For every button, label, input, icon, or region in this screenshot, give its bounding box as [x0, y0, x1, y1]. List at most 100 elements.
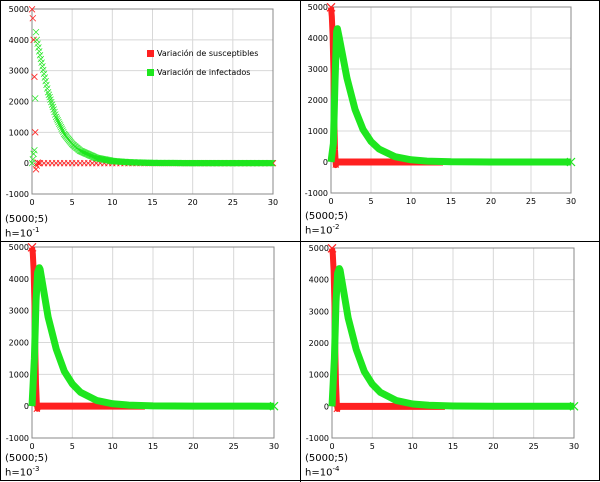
infectados-marker: [46, 93, 53, 101]
y-tick-label: 0: [324, 402, 329, 411]
infectados-marker: [42, 77, 49, 85]
chart-panel-h2: -1000 0 1000 2000 3000 4000 5000 0 5 10 15 20 25 30 (…: [301, 1, 600, 241]
infectados-marker: [56, 122, 64, 129]
legend-label: Variación de susceptibles: [157, 48, 258, 58]
y-tick-label: 4000: [9, 36, 29, 45]
x-tick-label: 0: [29, 442, 34, 451]
y-tick-label: 0: [323, 158, 328, 167]
infectados-marker: [34, 40, 41, 47]
infectados-marker: [35, 48, 43, 55]
x-tick-label: 5: [370, 442, 375, 451]
infectados-marker: [35, 44, 42, 51]
caption-h3: (5000;5) h=10-3: [5, 453, 48, 478]
infectados-series: [327, 25, 571, 166]
y-tick-label: 2000: [9, 339, 29, 348]
panel-divider-horizontal: [1, 241, 600, 242]
susceptibles-marker: [35, 159, 42, 167]
susceptibles-marker: [31, 129, 39, 136]
caption-point: (5000;5): [305, 211, 348, 222]
infectados-marker: [51, 108, 58, 116]
infectados-marker: [39, 63, 46, 70]
susceptibles-marker: [31, 73, 38, 81]
infectados-marker: [31, 146, 38, 154]
y-tick-label: -1000: [305, 189, 328, 198]
infectados-marker: [55, 118, 62, 126]
susceptibles-marker: [27, 242, 37, 252]
x-tick-label: 30: [569, 442, 579, 451]
x-tick-label: 20: [188, 442, 198, 451]
x-tick-label: 5: [70, 442, 75, 451]
caption-point: (5000;5): [305, 453, 348, 464]
y-tick-label: 5000: [9, 5, 29, 14]
y-tick-label: 3000: [309, 307, 329, 316]
infectados-marker: [269, 401, 279, 411]
infectados-marker: [268, 159, 276, 167]
y-tick-label: 1000: [9, 370, 29, 379]
x-tick-label: 10: [107, 198, 117, 207]
x-tick-label: 0: [329, 442, 334, 451]
susceptibles-marker: [33, 405, 41, 413]
infectados-marker: [52, 111, 59, 118]
x-tick-label: 25: [526, 197, 536, 206]
caption-step: h=10-3: [5, 465, 40, 479]
infectados-marker: [44, 85, 51, 92]
x-tick-label: 25: [228, 198, 238, 207]
x-tick-label: 15: [448, 442, 458, 451]
y-tick-label: -1000: [306, 434, 329, 443]
infectados-marker: [54, 117, 61, 124]
y-tick-label: 5000: [9, 243, 29, 252]
infectados-marker: [38, 59, 45, 66]
legend-swatch: [147, 50, 154, 57]
legend-label: Variación de infectados: [157, 67, 250, 77]
y-tick-label: 1000: [9, 128, 29, 137]
x-tick-label: 10: [406, 197, 416, 206]
infectados-marker: [57, 123, 65, 131]
y-tick-label: 0: [24, 402, 29, 411]
infectados-marker: [29, 156, 37, 163]
infectados-marker: [48, 98, 55, 106]
infectados-marker: [53, 115, 61, 122]
infectados-marker: [36, 52, 44, 59]
infectados-marker: [33, 36, 41, 44]
infectados-marker: [39, 66, 47, 74]
y-tick-label: 3000: [9, 67, 29, 76]
infectados-marker: [30, 150, 37, 158]
infectados-marker: [45, 91, 53, 98]
x-tick-label: 30: [269, 442, 279, 451]
y-tick-label: 3000: [9, 307, 29, 316]
infectados-marker: [32, 28, 40, 36]
caption-step: h=10-4: [305, 465, 340, 479]
x-tick-label: 15: [148, 442, 158, 451]
x-tick-label: 0: [328, 197, 333, 206]
caption-step: h=10-2: [305, 223, 340, 237]
y-tick-label: 2000: [308, 96, 328, 105]
x-tick-label: 30: [268, 198, 278, 207]
y-tick-label: 2000: [9, 98, 29, 107]
x-tick-label: 10: [408, 442, 418, 451]
y-tick-label: 3000: [308, 65, 328, 74]
susceptibles-marker: [326, 2, 336, 12]
x-tick-label: 20: [486, 197, 496, 206]
infectados-marker: [566, 157, 576, 167]
x-tick-label: 25: [529, 442, 539, 451]
susceptibles-marker: [28, 6, 36, 13]
infectados-marker: [31, 95, 39, 102]
x-tick-label: 10: [108, 442, 118, 451]
infectados-marker: [50, 106, 57, 113]
y-tick-label: 4000: [308, 34, 328, 43]
x-tick-label: 25: [229, 442, 239, 451]
infectados-marker: [268, 159, 275, 167]
susceptibles-marker: [327, 243, 337, 253]
caption-step: h=10-1: [5, 226, 40, 240]
x-tick-label: 15: [446, 197, 456, 206]
y-tick-label: 4000: [9, 275, 29, 284]
susceptibles-marker: [29, 14, 37, 22]
y-tick-label: 0: [24, 159, 29, 168]
x-tick-label: 5: [368, 197, 373, 206]
x-tick-label: 20: [488, 442, 498, 451]
chart-panel-h4: -1000 0 1000 2000 3000 4000 5000 0 5 10 15 20 25 30 (…: [301, 242, 600, 482]
infectados-marker: [40, 70, 48, 77]
